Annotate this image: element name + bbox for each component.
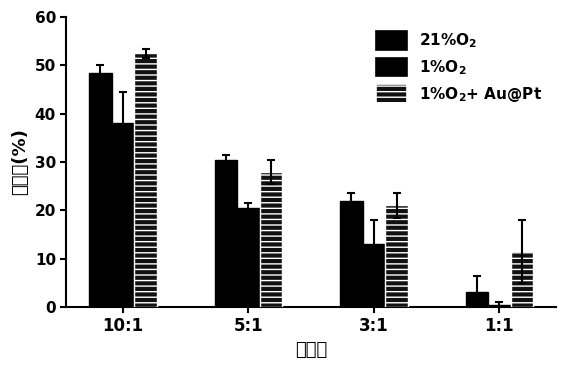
Bar bbox=[134, 53, 157, 307]
Bar bbox=[363, 244, 385, 307]
Bar bbox=[466, 292, 488, 307]
Bar bbox=[112, 123, 134, 307]
Bar bbox=[89, 73, 112, 307]
Bar bbox=[488, 305, 511, 307]
Y-axis label: 杀死率(%): 杀死率(%) bbox=[11, 129, 29, 195]
X-axis label: 效靶比: 效靶比 bbox=[295, 341, 327, 359]
Bar bbox=[260, 172, 282, 307]
Bar bbox=[385, 205, 408, 307]
Bar bbox=[511, 251, 534, 307]
Bar bbox=[237, 208, 260, 307]
Bar bbox=[214, 159, 237, 307]
Legend: 21%O$_2$, 1%O$_2$, 1%O$_2$+ Au@Pt: 21%O$_2$, 1%O$_2$, 1%O$_2$+ Au@Pt bbox=[370, 25, 548, 110]
Bar bbox=[340, 201, 363, 307]
